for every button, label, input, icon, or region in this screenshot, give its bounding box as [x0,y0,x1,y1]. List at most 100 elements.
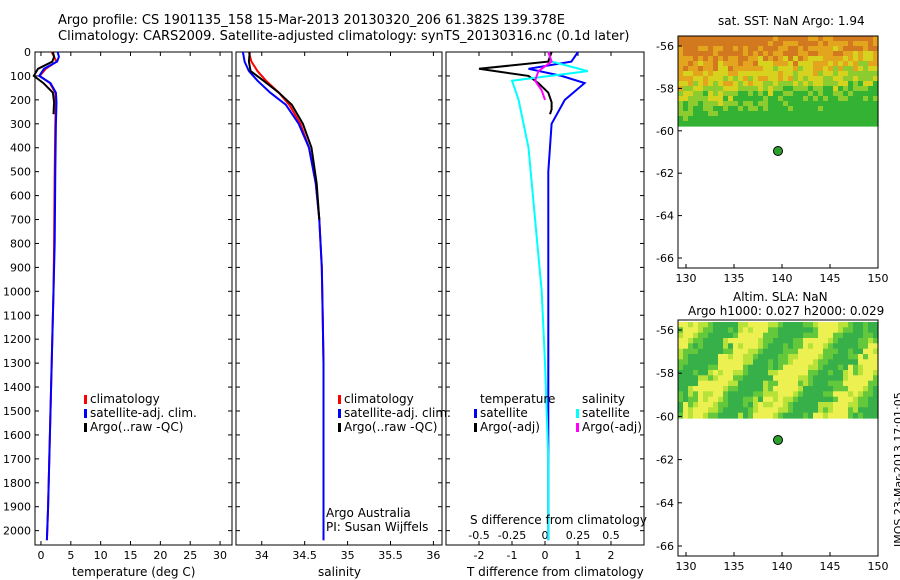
difference-xtick2-label: 0.25 [566,529,591,542]
sst-map-xtick-label: 145 [820,272,841,285]
sla-map-ytick-label: -60 [656,410,674,423]
diff-legend-sal-satellite: satellite [582,406,630,420]
depth-tick-label: 1700 [3,453,31,466]
depth-tick-label: 500 [10,166,31,179]
diff-legend-marker-black [474,423,477,432]
sal-legend-satellite: satellite-adj. clim. [344,406,451,420]
diff-legend-temp-satellite: satellite [480,406,528,420]
depth-tick-label: 900 [10,261,31,274]
temperature-xtick-label: 25 [183,549,197,562]
temperature-frame [34,51,233,546]
salinity-series-red [247,51,325,541]
temp-legend-argo: Argo(..raw -QC) [90,420,184,434]
depth-tick-label: 300 [10,118,31,131]
diff-xlabel: T difference from climatology [467,565,644,579]
salinity-xtick-label: 34.5 [292,549,317,562]
salinity-series-blue [241,51,325,541]
sst-map-field [678,36,879,127]
temp-legend-climatology: climatology [90,392,160,406]
depth-tick-label: 1800 [3,477,31,490]
depth-tick-label: 800 [10,237,31,250]
depth-tick-label: 400 [10,142,31,155]
temperature-xtick-label: 0 [37,549,44,562]
difference-xtick-label: -1 [507,549,518,562]
temperature-series-black [32,51,56,115]
sal-legend-marker-blue [338,409,341,418]
sst-map-ytick-label: -56 [656,40,674,53]
sla-map-ytick-label: -58 [656,367,674,380]
sla-map-ytick-label: -56 [656,324,674,337]
difference-xtick-label: 2 [608,549,615,562]
difference-series-black [478,51,553,115]
difference-xtick2-label: -0.5 [468,529,489,542]
sst-map-title: sat. SST: NaN Argo: 1.94 [718,14,865,28]
temp-legend-marker-red [84,395,87,404]
sal-annotation-line2: PI: Susan Wijffels [326,520,429,534]
sst-map-xtick-label: 135 [724,272,745,285]
sla-map-ytick-label: -64 [656,497,674,510]
sla-map-title-line1: Altim. SLA: NaN [733,290,828,304]
salinity-xtick-label: 35.5 [378,549,403,562]
diff-xlabel2: S difference from climatology [470,513,647,527]
depth-tick-label: 700 [10,214,31,227]
difference-xtick-label: -2 [474,549,485,562]
temp-legend-satellite: satellite-adj. clim. [90,406,197,420]
temp-legend-marker-blue [84,409,87,418]
difference-xtick2-label: -0.25 [498,529,526,542]
sla-map-frame [677,319,879,557]
salinity-xtick-label: 35 [341,549,355,562]
sal-legend-marker-red [338,395,341,404]
depth-tick-label: 1200 [3,333,31,346]
salinity-xtick-label: 36 [426,549,440,562]
diff-legend-marker-cyan [576,409,579,418]
depth-tick-label: 1900 [3,501,31,514]
temperature-xtick-label: 10 [94,549,108,562]
sal-legend-marker-black [338,423,341,432]
temp-xlabel: temperature (deg C) [72,565,196,579]
sal-legend-argo: Argo(..raw -QC) [344,420,438,434]
diff-legend-sal-argo: Argo(-adj) [582,420,642,434]
depth-tick-label: 2000 [3,525,31,538]
depth-tick-label: 1600 [3,429,31,442]
salinity-xtick-label: 34 [255,549,269,562]
difference-xtick2-label: 0.5 [602,529,620,542]
sst-map-ytick-label: -60 [656,125,674,138]
salinity-frame [235,51,443,546]
difference-series-blue [528,51,587,541]
temperature-xtick-label: 5 [67,549,74,562]
diff-legend-marker-magenta [576,423,579,432]
sla-map-title-line2: Argo h1000: 0.027 h2000: 0.029 [688,304,885,318]
footer-timestamp: IMOS 23-Mar-2013 17:01:05 [892,392,900,547]
difference-xtick-label: 1 [575,549,582,562]
sla-map-ytick-label: -66 [656,540,674,553]
difference-series-magenta [533,51,553,101]
depth-tick-label: 1400 [3,381,31,394]
sla-map-xtick-label: 150 [868,560,889,573]
header-title-line1: Argo profile: CS 1901135_158 15-Mar-2013… [58,13,566,28]
depth-tick-label: 1500 [3,405,31,418]
sla-map-xtick-label: 140 [772,560,793,573]
sst-map-xtick-label: 150 [868,272,889,285]
temperature-xtick-label: 15 [124,549,138,562]
depth-tick-label: 600 [10,190,31,203]
depth-tick-label: 0 [24,46,31,59]
diff-legend-header-temp: temperature [480,392,556,406]
salinity-series-black [247,51,321,220]
sal-legend-climatology: climatology [344,392,414,406]
depth-tick-label: 1300 [3,357,31,370]
sst-map-ytick-label: -66 [656,252,674,265]
difference-xtick2-label: 0 [542,529,549,542]
sla-map-ytick-label: -62 [656,454,674,467]
sst-map-xtick-label: 140 [772,272,793,285]
sal-annotation-line1: Argo Australia [326,506,411,520]
depth-tick-label: 1100 [3,309,31,322]
sst-argo-position-marker [773,146,783,156]
temp-legend-marker-black [84,423,87,432]
sla-map-field [678,322,879,419]
diff-legend-temp-argo: Argo(-adj) [480,420,540,434]
sla-argo-position-marker [773,435,783,445]
depth-tick-label: 1000 [3,285,31,298]
diff-legend-marker-blue [474,409,477,418]
temperature-xtick-label: 30 [213,549,227,562]
depth-tick-label: 100 [10,70,31,83]
